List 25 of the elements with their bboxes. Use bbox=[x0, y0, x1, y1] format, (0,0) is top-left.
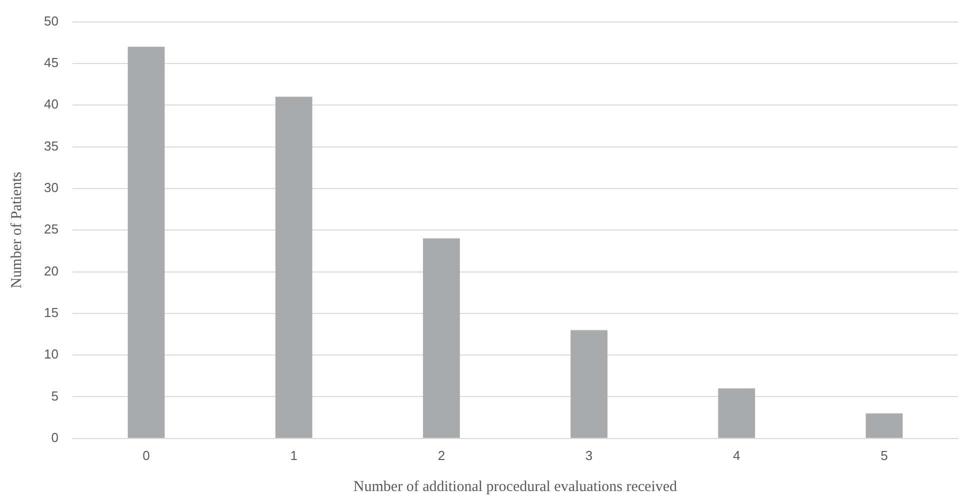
bar bbox=[128, 46, 165, 438]
x-tick-label: 0 bbox=[142, 448, 150, 463]
y-tick-label: 50 bbox=[44, 13, 58, 28]
x-axis-title: Number of additional procedural evaluations received bbox=[353, 478, 678, 495]
bar bbox=[718, 388, 756, 438]
x-tick-label: 3 bbox=[585, 448, 593, 463]
y-axis-title: Number of Patients bbox=[8, 172, 25, 288]
y-tick-label: 25 bbox=[44, 222, 58, 237]
bar bbox=[422, 238, 460, 438]
x-tick-label: 4 bbox=[733, 448, 740, 463]
y-tick-label: 40 bbox=[44, 96, 58, 112]
bar bbox=[570, 330, 608, 438]
y-tick-label: 15 bbox=[44, 305, 58, 320]
x-tick-label: 2 bbox=[438, 448, 446, 463]
y-tick-label: 30 bbox=[44, 180, 58, 196]
bar bbox=[866, 413, 903, 438]
y-tick-label: 0 bbox=[51, 430, 58, 445]
y-tick-label: 20 bbox=[44, 263, 58, 278]
y-tick-label: 35 bbox=[44, 138, 58, 154]
x-tick-label: 1 bbox=[290, 448, 298, 463]
bar bbox=[275, 96, 312, 438]
x-tick-label: 5 bbox=[880, 448, 888, 463]
y-tick-label: 45 bbox=[44, 55, 58, 70]
y-tick-label: 10 bbox=[44, 346, 58, 362]
y-tick-label: 5 bbox=[51, 388, 58, 404]
